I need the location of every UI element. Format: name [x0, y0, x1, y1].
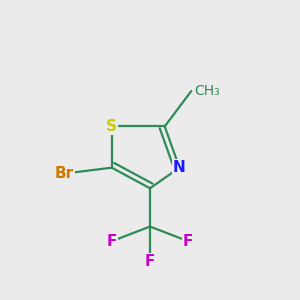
Text: F: F — [106, 234, 117, 249]
Text: S: S — [106, 119, 117, 134]
Text: N: N — [173, 160, 186, 175]
Text: Br: Br — [55, 166, 74, 181]
Text: F: F — [183, 234, 194, 249]
Text: CH₃: CH₃ — [194, 84, 220, 98]
Text: F: F — [145, 254, 155, 269]
